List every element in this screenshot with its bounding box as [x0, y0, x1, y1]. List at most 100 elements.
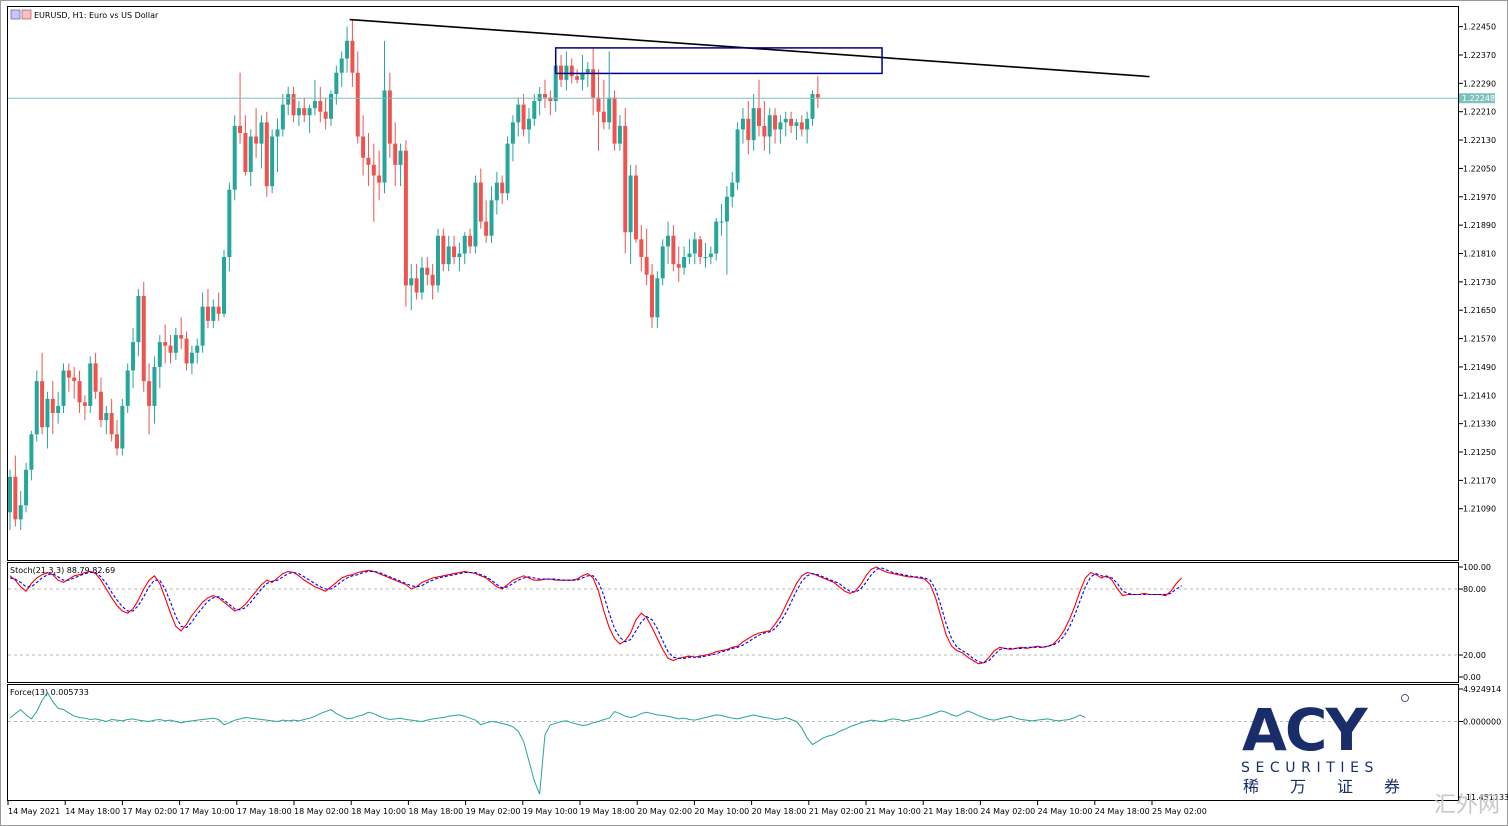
candle-bear	[452, 246, 457, 258]
candle-bear	[77, 381, 82, 403]
time-tick-label: 25 May 02:00	[1152, 807, 1207, 816]
chart-icon	[21, 9, 32, 20]
candle-bear	[50, 398, 55, 414]
candle-bear	[478, 182, 483, 222]
force-tick-label: -11.451133	[1463, 793, 1508, 802]
symbol-title: EURUSD, H1: Euro vs US Dollar	[34, 11, 159, 20]
candle-bear	[216, 306, 221, 314]
candle-bull	[436, 235, 440, 286]
candle-bull	[104, 413, 109, 421]
candle-bull	[275, 129, 280, 137]
candle-bear	[676, 264, 681, 268]
candle-bear	[671, 235, 676, 265]
candle-bull	[270, 136, 275, 187]
time-tick-label: 14 May 18:00	[65, 807, 120, 816]
price-tick-label: 1.21570	[1463, 335, 1496, 344]
current-price-label: 1.22248	[1462, 94, 1495, 103]
candle-bear	[98, 391, 103, 421]
stoch-title: Stoch(21,3,3) 88.79 82.69	[10, 566, 115, 575]
candle-bear	[601, 111, 606, 123]
candle-bull	[189, 352, 194, 364]
candle-bull	[280, 104, 285, 130]
time-tick-label: 24 May 10:00	[1038, 807, 1093, 816]
candle-bull	[45, 398, 50, 428]
candle-bull	[446, 246, 451, 265]
time-axis: 14 May 2021 14 May 18:00 17 May 02:00 17 Ma…	[7, 801, 1207, 816]
candle-bear	[746, 118, 751, 141]
time-tick-label: 21 May 02:00	[809, 807, 864, 816]
candle-bull	[248, 136, 253, 172]
candle-bear	[414, 278, 419, 293]
force-panel[interactable]	[7, 684, 1459, 801]
candle-bull	[329, 93, 333, 119]
logo-securities: SECURITIES	[1241, 760, 1379, 776]
candle-bull	[682, 257, 687, 268]
time-tick-label: 14 May 2021	[8, 807, 60, 816]
candle-bear	[168, 345, 173, 353]
candlestick-series	[8, 19, 820, 530]
time-tick-label: 24 May 02:00	[980, 807, 1035, 816]
candle-bull	[8, 476, 12, 513]
candle-bear	[644, 257, 649, 275]
candle-bull	[628, 175, 633, 233]
price-tick-label: 1.21090	[1463, 505, 1496, 514]
candle-bull	[505, 143, 510, 194]
price-tick-label: 1.21970	[1463, 193, 1496, 202]
candle-bear	[575, 76, 580, 80]
candle-bear	[141, 296, 146, 382]
candle-bull	[462, 235, 467, 254]
price-panel[interactable]	[7, 6, 1459, 561]
candle-bear	[591, 69, 596, 98]
time-tick-label: 17 May 18:00	[237, 807, 292, 816]
current-price-tag	[1459, 93, 1495, 104]
time-tick-label: 18 May 10:00	[351, 807, 406, 816]
time-tick-label: 18 May 02:00	[294, 807, 349, 816]
candle-bear	[548, 97, 553, 102]
candle-bear	[40, 381, 45, 428]
candle-bull	[29, 434, 34, 470]
price-tick-label: 1.22370	[1463, 51, 1496, 60]
candle-bear	[633, 175, 638, 240]
candle-bull	[312, 101, 317, 109]
acy-logo: ACY SECURITIES 稀 万 证 券	[1241, 694, 1409, 796]
candle-bull	[419, 267, 424, 293]
candle-bear	[650, 274, 654, 318]
candle-bull	[617, 125, 622, 144]
time-tick-label: 20 May 10:00	[694, 807, 749, 816]
candle-bull	[708, 253, 713, 258]
candle-bear	[291, 93, 296, 116]
candle-bull	[655, 278, 660, 318]
candle-bull	[703, 257, 708, 259]
stoch-tick-label: 20.00	[1463, 651, 1486, 660]
stoch-panel[interactable]	[7, 562, 1459, 683]
candle-bull	[714, 221, 719, 254]
candle-bull	[56, 405, 61, 414]
candle-bull	[473, 182, 478, 247]
price-tick-label: 1.21490	[1463, 363, 1496, 372]
candle-bear	[205, 306, 210, 321]
candle-bull	[18, 505, 23, 520]
time-tick-label: 19 May 18:00	[580, 807, 635, 816]
candle-bull	[227, 189, 232, 258]
candle-bull	[339, 58, 344, 73]
force-indicator: 4.924914 0.000000 -11.451133	[8, 685, 1508, 802]
time-tick-label: 18 May 18:00	[408, 807, 463, 816]
logo-cn-2: 万	[1290, 777, 1306, 796]
candle-bear	[441, 235, 446, 265]
candle-bear	[387, 90, 392, 144]
candle-bull	[794, 122, 799, 126]
time-tick-label: 20 May 18:00	[752, 807, 807, 816]
candle-bull	[296, 108, 301, 116]
chart-title: EURUSD, H1: Euro vs US Dollar	[10, 9, 159, 20]
candle-bear	[184, 338, 189, 364]
candle-bear	[243, 132, 248, 172]
stoch-tick-label: 100.00	[1463, 563, 1491, 572]
candle-bear	[468, 235, 473, 247]
candle-bull	[307, 108, 312, 116]
candle-bull	[286, 93, 291, 105]
force-title: Force(13) 0.005733	[10, 688, 89, 697]
resistance-box	[554, 47, 883, 75]
candle-bear	[147, 381, 152, 406]
price-tick-label: 1.21810	[1463, 250, 1496, 259]
candle-bear	[500, 182, 505, 194]
